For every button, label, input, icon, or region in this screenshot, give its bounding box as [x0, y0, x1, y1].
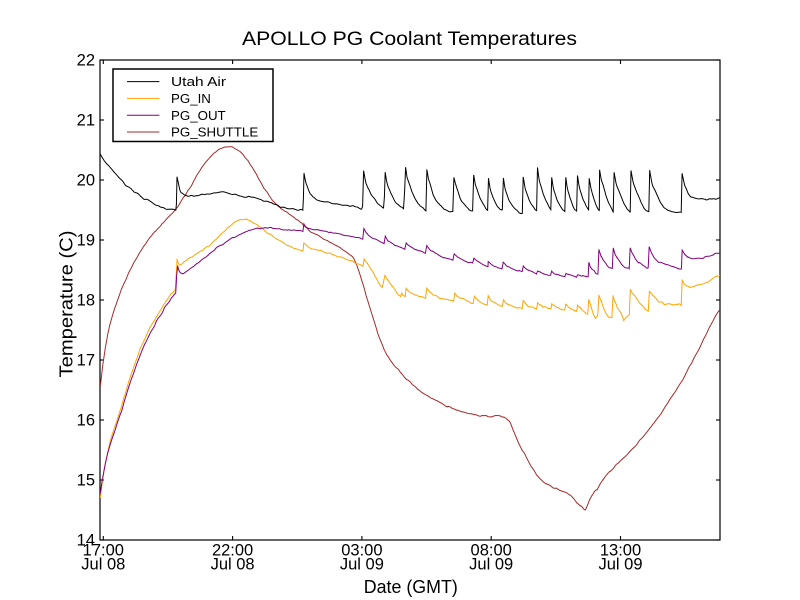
svg-text:17:00: 17:00 — [83, 542, 124, 560]
svg-text:PG_OUT: PG_OUT — [171, 108, 226, 123]
svg-text:18: 18 — [77, 292, 95, 310]
svg-text:Jul 08: Jul 08 — [81, 556, 125, 574]
svg-text:Date (GMT): Date (GMT) — [364, 577, 458, 597]
svg-text:19: 19 — [77, 232, 95, 250]
svg-text:Jul 09: Jul 09 — [469, 556, 513, 574]
svg-text:14: 14 — [77, 532, 95, 550]
svg-text:13:00: 13:00 — [600, 542, 641, 560]
svg-text:21: 21 — [77, 112, 95, 130]
svg-text:Temperature (C): Temperature (C) — [57, 231, 77, 378]
svg-text:08:00: 08:00 — [471, 542, 512, 560]
svg-text:PG_IN: PG_IN — [171, 91, 211, 106]
svg-text:22:00: 22:00 — [212, 542, 253, 560]
svg-text:03:00: 03:00 — [341, 542, 382, 560]
svg-text:16: 16 — [77, 412, 95, 430]
svg-text:APOLLO PG Coolant Temperatures: APOLLO PG Coolant Temperatures — [242, 29, 577, 50]
svg-text:22: 22 — [77, 52, 95, 70]
svg-text:PG_SHUTTLE: PG_SHUTTLE — [171, 125, 258, 140]
svg-text:Jul 08: Jul 08 — [211, 556, 255, 574]
svg-text:15: 15 — [77, 472, 95, 490]
svg-text:Utah Air: Utah Air — [171, 74, 227, 89]
svg-text:Jul 09: Jul 09 — [598, 556, 642, 574]
svg-text:17: 17 — [77, 352, 95, 370]
svg-text:20: 20 — [77, 172, 95, 190]
svg-text:Jul 09: Jul 09 — [340, 556, 384, 574]
